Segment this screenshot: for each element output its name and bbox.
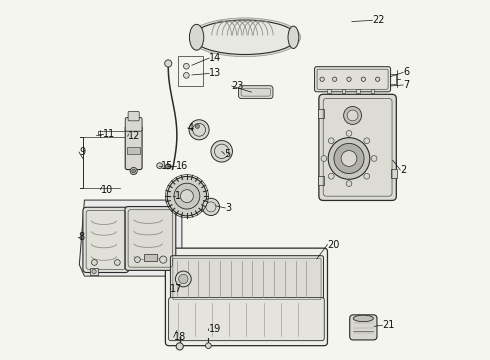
Text: 13: 13 <box>209 68 221 78</box>
Circle shape <box>165 60 172 67</box>
Text: 20: 20 <box>327 239 340 249</box>
Circle shape <box>132 169 135 173</box>
Bar <box>327 89 331 93</box>
FancyBboxPatch shape <box>319 94 396 201</box>
Circle shape <box>328 138 334 144</box>
Text: 16: 16 <box>176 161 188 171</box>
Ellipse shape <box>288 26 299 49</box>
Text: 10: 10 <box>100 185 113 195</box>
FancyBboxPatch shape <box>315 67 391 92</box>
Circle shape <box>202 198 220 216</box>
Text: 9: 9 <box>79 147 85 157</box>
Circle shape <box>347 77 351 81</box>
Circle shape <box>115 260 120 265</box>
Text: 7: 7 <box>403 80 410 90</box>
Circle shape <box>343 107 362 125</box>
Circle shape <box>364 174 369 179</box>
FancyBboxPatch shape <box>239 86 273 99</box>
Ellipse shape <box>190 18 300 57</box>
Bar <box>318 109 324 118</box>
Circle shape <box>320 77 324 81</box>
Circle shape <box>334 143 364 174</box>
Circle shape <box>130 167 137 175</box>
Circle shape <box>205 343 211 348</box>
Text: 22: 22 <box>372 15 385 26</box>
Text: 5: 5 <box>224 149 231 159</box>
Text: 19: 19 <box>209 324 221 334</box>
Circle shape <box>364 138 369 144</box>
Text: 2: 2 <box>400 165 407 175</box>
Circle shape <box>166 164 171 169</box>
Text: 6: 6 <box>403 67 409 77</box>
FancyBboxPatch shape <box>171 256 323 302</box>
Circle shape <box>321 156 327 161</box>
Text: 18: 18 <box>173 332 186 342</box>
Circle shape <box>92 260 97 265</box>
Circle shape <box>179 274 188 284</box>
Circle shape <box>211 140 232 162</box>
Circle shape <box>346 131 352 136</box>
Circle shape <box>328 138 370 179</box>
Circle shape <box>189 120 209 140</box>
Circle shape <box>183 63 189 69</box>
Ellipse shape <box>193 20 297 54</box>
Text: 17: 17 <box>170 284 182 294</box>
Circle shape <box>347 110 358 121</box>
Circle shape <box>175 271 191 287</box>
Text: 3: 3 <box>225 203 231 213</box>
Bar <box>356 89 360 93</box>
Circle shape <box>174 183 200 209</box>
Circle shape <box>176 343 183 350</box>
Text: 1: 1 <box>175 191 181 201</box>
Circle shape <box>333 77 337 81</box>
FancyBboxPatch shape <box>169 298 324 341</box>
Bar <box>127 147 140 154</box>
Circle shape <box>206 202 216 212</box>
Text: 23: 23 <box>232 81 244 91</box>
Bar <box>342 89 345 93</box>
FancyBboxPatch shape <box>83 207 129 273</box>
Bar <box>318 176 324 185</box>
Circle shape <box>361 77 366 81</box>
FancyBboxPatch shape <box>125 126 142 170</box>
Text: 8: 8 <box>78 232 84 242</box>
Circle shape <box>346 181 352 186</box>
Circle shape <box>180 190 194 203</box>
Circle shape <box>160 256 167 263</box>
Circle shape <box>183 72 189 78</box>
Text: 15: 15 <box>161 161 173 171</box>
Bar <box>370 89 374 93</box>
Circle shape <box>193 123 205 136</box>
FancyBboxPatch shape <box>166 248 327 346</box>
Circle shape <box>167 176 207 216</box>
Circle shape <box>375 77 380 81</box>
Text: 14: 14 <box>209 53 221 63</box>
Text: 4: 4 <box>188 123 194 133</box>
Ellipse shape <box>353 315 373 321</box>
Circle shape <box>328 174 334 179</box>
Circle shape <box>215 144 229 158</box>
FancyBboxPatch shape <box>125 118 142 131</box>
Bar <box>177 55 203 86</box>
Circle shape <box>92 269 96 274</box>
Bar <box>391 169 397 178</box>
Circle shape <box>371 156 377 161</box>
FancyBboxPatch shape <box>128 112 139 121</box>
Circle shape <box>157 163 163 168</box>
Text: 21: 21 <box>382 320 395 330</box>
Circle shape <box>135 257 140 262</box>
Bar <box>90 267 98 275</box>
Text: 12: 12 <box>128 131 140 141</box>
Text: 11: 11 <box>103 129 116 139</box>
Bar <box>144 254 157 261</box>
Circle shape <box>341 150 357 166</box>
Polygon shape <box>79 200 182 276</box>
Circle shape <box>195 124 199 129</box>
FancyBboxPatch shape <box>125 207 176 270</box>
Ellipse shape <box>190 24 204 50</box>
FancyBboxPatch shape <box>350 315 377 340</box>
